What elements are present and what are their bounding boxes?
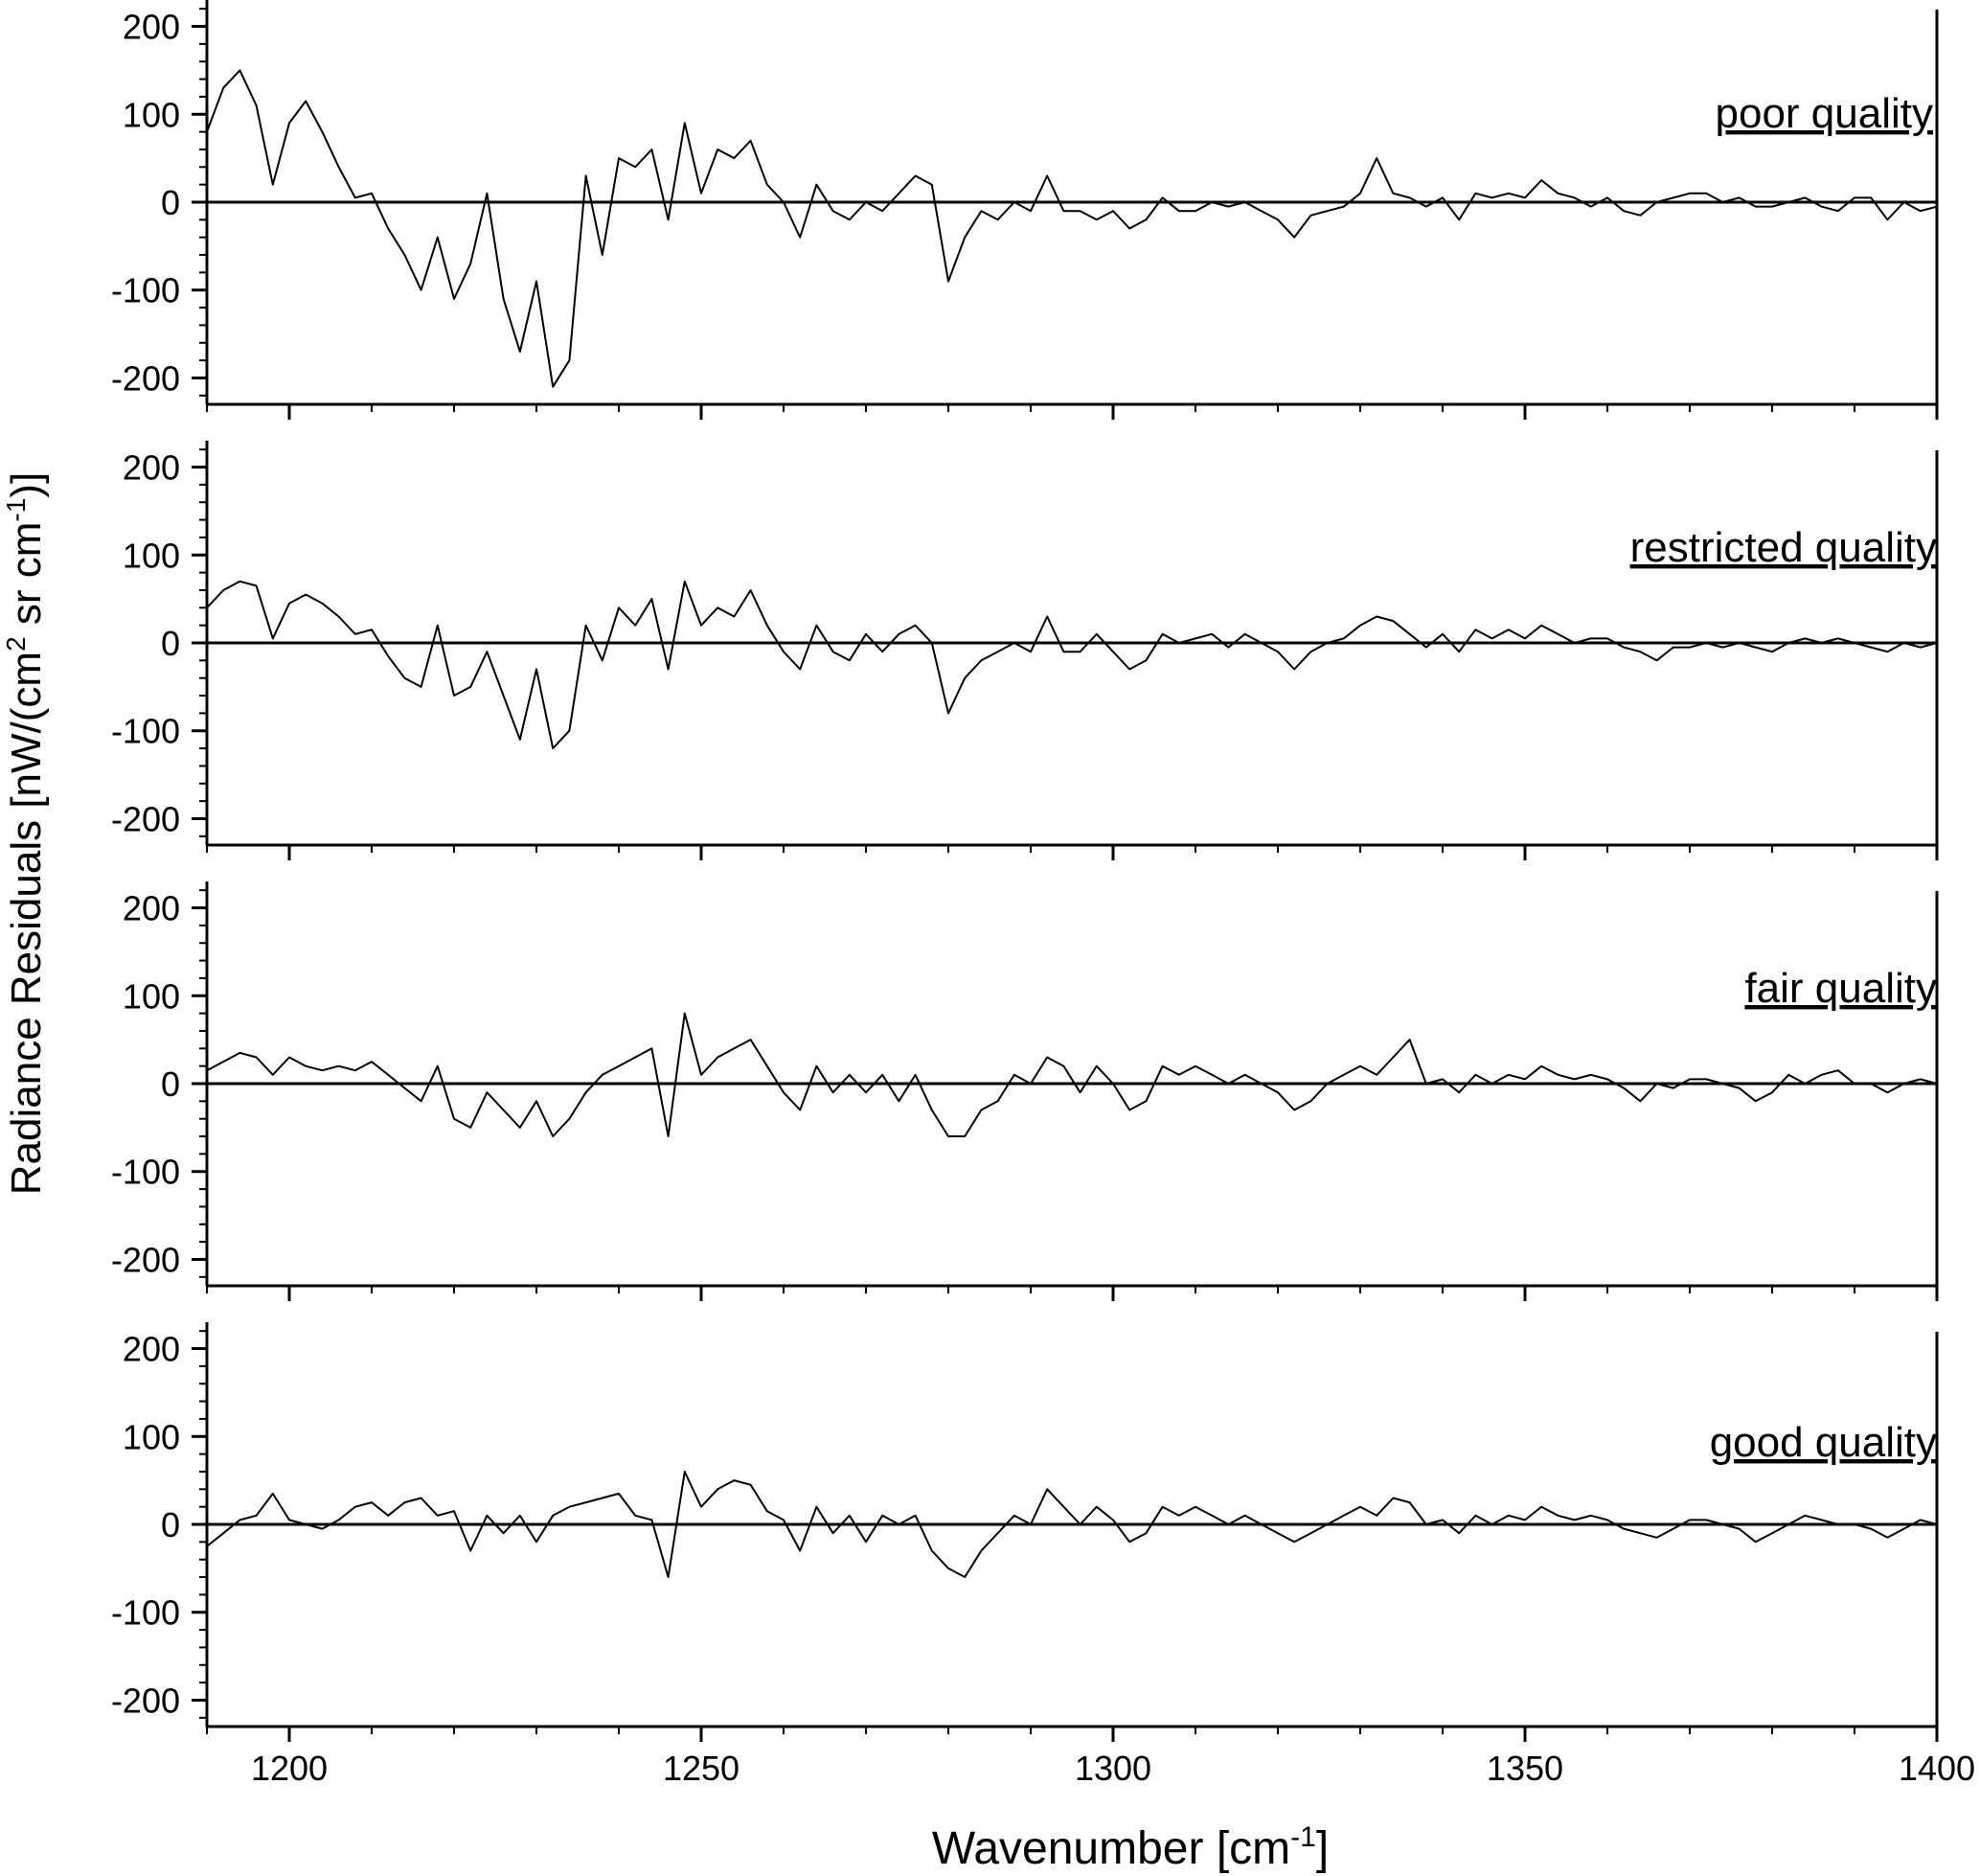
y-tick-label: 0 [161,1064,180,1104]
y-tick-label: 0 [161,1505,180,1544]
y-tick-label: -200 [111,358,180,398]
y-tick-label: 200 [123,1330,180,1369]
y-tick-label: -100 [111,1593,180,1633]
y-tick-label: -200 [111,1240,180,1279]
panels-group: -200 -100 0 100 200 poor quality -200 -100 0 100 2… [111,0,1975,1788]
y-axis-label-sup1: 2 [1,636,31,652]
x-tick-label: 1250 [663,1749,740,1788]
y-tick-label: 200 [123,889,180,928]
y-axis-label: Radiance Residuals [nW/(cm2 sr cm-1)] [1,472,50,1195]
y-tick-label: 0 [161,183,180,222]
residual-series-line [206,69,1938,388]
quality-annotation: good quality [1710,1419,1937,1466]
y-tick-label: -100 [111,712,180,751]
residual-series-line [206,580,1938,750]
y-tick-label: -100 [111,1153,180,1192]
y-axis-label-mid: sr cm [3,522,50,637]
panel-4: -200 -100 0 100 200 1200 1250 1300 1350 1400 good … [111,1322,1975,1788]
y-axis-label-sup2: -1 [1,498,31,522]
y-tick-label: 200 [123,8,180,47]
x-tick-label: 1350 [1487,1749,1563,1788]
residual-series-line [206,1012,1938,1137]
y-tick-label: -100 [111,271,180,310]
x-axis-label: Wavenumber [cm-1] [932,1821,1329,1874]
y-axis-label-end: )] [3,472,50,498]
panel-1: -200 -100 0 100 200 poor quality [111,0,1939,420]
y-tick-label: 100 [123,536,180,575]
x-axis-label-main: Wavenumber [cm [932,1823,1290,1874]
y-tick-label: 200 [123,448,180,488]
y-tick-label: -200 [111,799,180,838]
x-tick-label: 1200 [251,1749,328,1788]
y-tick-label: 100 [123,976,180,1016]
panel-3: -200 -100 0 100 200 fair quality [111,881,1939,1301]
x-tick-label: 1300 [1075,1749,1151,1788]
y-tick-label: 100 [123,1417,180,1456]
quality-annotation: poor quality [1716,90,1933,137]
y-tick-label: 100 [123,95,180,134]
y-tick-label: 0 [161,624,180,663]
residual-series-line [206,1471,1938,1578]
quality-annotation: restricted quality [1630,524,1937,571]
x-axis-label-end: ] [1316,1823,1329,1874]
quality-annotation: fair quality [1744,965,1937,1012]
x-axis-label-sup: -1 [1290,1821,1316,1853]
panel-2: -200 -100 0 100 200 restricted quality [111,441,1939,860]
x-tick-label: 1400 [1899,1749,1975,1788]
y-tick-label: -200 [111,1681,180,1720]
y-axis-label-main: Radiance Residuals [nW/(cm [3,652,50,1195]
